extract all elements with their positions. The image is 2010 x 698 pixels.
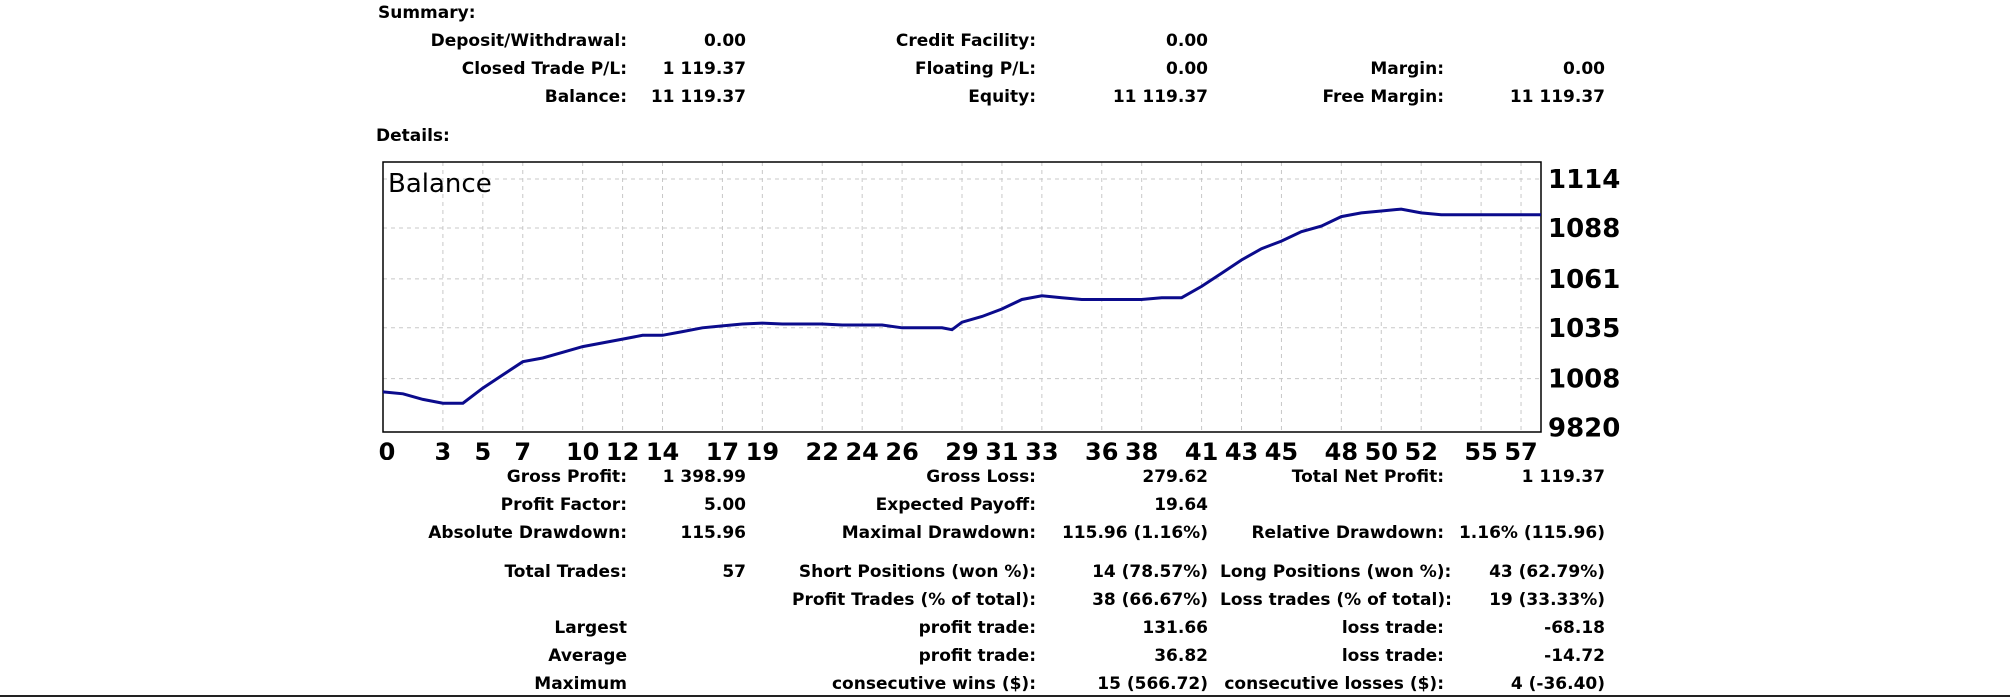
y-tick-label: 1114	[1548, 165, 1620, 195]
x-tick-label: 31	[985, 438, 1018, 460]
gross-profit-value: 1 398.99	[662, 467, 746, 487]
x-tick-label: 43	[1225, 438, 1258, 460]
x-tick-label: 10	[566, 438, 599, 460]
relative-drawdown-value: 1.16% (115.96)	[1458, 523, 1605, 543]
profit-factor-value: 5.00	[704, 495, 746, 515]
maximum-label: Maximum	[534, 674, 627, 694]
credit-facility-label: Credit Facility:	[895, 31, 1036, 51]
total-net-profit-label: Total Net Profit:	[1291, 467, 1444, 487]
floating-pl-label: Floating P/L:	[914, 59, 1036, 79]
consecutive-losses-label: consecutive losses ($):	[1224, 674, 1444, 694]
loss-trades-label: Loss trades (% of total):	[1220, 590, 1452, 610]
balance-chart: Balance 0 3 5 7 10 12 14 17 19 22 24 26 29 31 33 36 38 41…	[379, 161, 1620, 460]
x-tick-label: 52	[1405, 438, 1438, 460]
x-tick-label: 50	[1365, 438, 1398, 460]
short-positions-value: 14 (78.57%)	[1092, 562, 1208, 582]
details-heading: Details:	[376, 126, 450, 146]
balance-value: 11 119.37	[650, 87, 746, 107]
y-tick-label: 1088	[1548, 214, 1620, 244]
x-tick-label: 24	[845, 438, 878, 460]
x-tick-label: 3	[435, 438, 452, 460]
largest-profit-trade-value: 131.66	[1142, 618, 1208, 638]
deposit-value: 0.00	[704, 31, 746, 51]
x-tick-label: 48	[1325, 438, 1358, 460]
equity-label: Equity:	[968, 87, 1036, 107]
relative-drawdown-label: Relative Drawdown:	[1251, 523, 1444, 543]
x-tick-label: 26	[885, 438, 918, 460]
maximal-drawdown-label: Maximal Drawdown:	[841, 523, 1036, 543]
deposit-label: Deposit/Withdrawal:	[430, 31, 627, 51]
absolute-drawdown-label: Absolute Drawdown:	[428, 523, 627, 543]
x-tick-label: 12	[606, 438, 639, 460]
x-tick-label: 19	[746, 438, 779, 460]
closed-trade-pl-value: 1 119.37	[662, 59, 746, 79]
x-tick-label: 22	[806, 438, 839, 460]
floating-pl-value: 0.00	[1166, 59, 1208, 79]
x-tick-label: 41	[1185, 438, 1218, 460]
x-tick-label: 0	[379, 438, 396, 460]
y-tick-label: 1035	[1548, 314, 1620, 344]
x-tick-label: 29	[945, 438, 978, 460]
credit-facility-value: 0.00	[1166, 31, 1208, 51]
long-positions-value: 43 (62.79%)	[1489, 562, 1605, 582]
gross-loss-label: Gross Loss:	[926, 467, 1036, 487]
total-net-profit-value: 1 119.37	[1521, 467, 1605, 487]
profit-factor-label: Profit Factor:	[500, 495, 627, 515]
x-tick-label: 55	[1464, 438, 1497, 460]
long-positions-label: Long Positions (won %):	[1220, 562, 1452, 582]
largest-loss-trade-value: -68.18	[1544, 618, 1605, 638]
profit-trades-value: 38 (66.67%)	[1092, 590, 1208, 610]
loss-trades-value: 19 (33.33%)	[1489, 590, 1605, 610]
expected-payoff-value: 19.64	[1154, 495, 1208, 515]
plot-frame	[382, 161, 1542, 433]
expected-payoff-label: Expected Payoff:	[875, 495, 1036, 515]
margin-label: Margin:	[1370, 59, 1444, 79]
largest-label: Largest	[554, 618, 627, 638]
balance-series-line	[382, 207, 1541, 405]
summary-heading: Summary:	[378, 3, 476, 23]
average-loss-trade-label: loss trade:	[1341, 646, 1444, 666]
x-tick-label: 7	[514, 438, 531, 460]
x-tick-label: 5	[474, 438, 491, 460]
y-axis-ticks: 9820 1008 1035 1061 1088 1114	[1548, 165, 1620, 444]
bottom-divider	[0, 695, 2010, 697]
x-tick-label: 36	[1085, 438, 1118, 460]
free-margin-value: 11 119.37	[1509, 87, 1605, 107]
largest-loss-trade-label: loss trade:	[1341, 618, 1444, 638]
average-loss-trade-value: -14.72	[1544, 646, 1605, 666]
free-margin-label: Free Margin:	[1322, 87, 1444, 107]
chart-grid	[383, 162, 1541, 432]
maximal-drawdown-value: 115.96 (1.16%)	[1061, 523, 1208, 543]
balance-label: Balance:	[544, 87, 627, 107]
y-tick-label: 1008	[1548, 365, 1620, 395]
average-profit-trade-label: profit trade:	[918, 646, 1036, 666]
margin-value: 0.00	[1563, 59, 1605, 79]
x-axis-ticks: 0 3 5 7 10 12 14 17 19 22 24 26 29 31 33 36 38 41 43 45 48 50…	[379, 438, 1538, 460]
x-tick-label: 33	[1025, 438, 1058, 460]
consecutive-wins-value: 15 (566.72)	[1097, 674, 1208, 694]
total-trades-label: Total Trades:	[504, 562, 627, 582]
gross-loss-value: 279.62	[1142, 467, 1208, 487]
equity-value: 11 119.37	[1112, 87, 1208, 107]
consecutive-losses-value: 4 (-36.40)	[1510, 674, 1605, 694]
short-positions-label: Short Positions (won %):	[798, 562, 1036, 582]
x-tick-label: 38	[1125, 438, 1158, 460]
consecutive-wins-label: consecutive wins ($):	[831, 674, 1036, 694]
x-tick-label: 14	[646, 438, 679, 460]
average-profit-trade-value: 36.82	[1154, 646, 1208, 666]
x-tick-label: 57	[1504, 438, 1537, 460]
closed-trade-pl-label: Closed Trade P/L:	[461, 59, 627, 79]
average-label: Average	[548, 646, 627, 666]
x-tick-label: 17	[706, 438, 739, 460]
chart-title: Balance	[388, 169, 492, 199]
total-trades-value: 57	[722, 562, 746, 582]
y-tick-label: 1061	[1548, 265, 1620, 295]
profit-trades-label: Profit Trades (% of total):	[791, 590, 1036, 610]
absolute-drawdown-value: 115.96	[680, 523, 746, 543]
largest-profit-trade-label: profit trade:	[918, 618, 1036, 638]
x-tick-label: 45	[1265, 438, 1298, 460]
gross-profit-label: Gross Profit:	[506, 467, 627, 487]
y-tick-label: 9820	[1548, 414, 1620, 444]
